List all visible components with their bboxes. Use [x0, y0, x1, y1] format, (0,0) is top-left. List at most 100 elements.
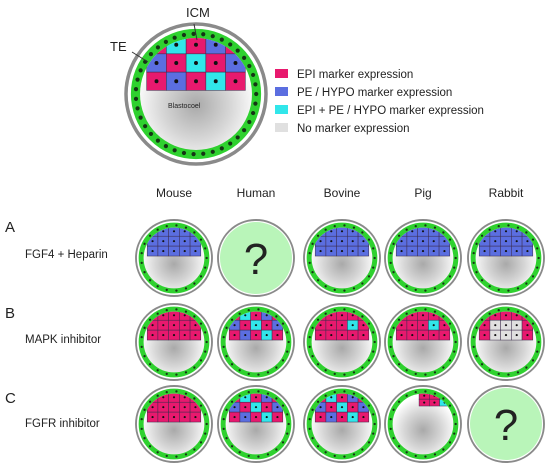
te-nucleus: [361, 231, 364, 234]
te-nucleus: [143, 124, 148, 129]
te-nucleus: [316, 445, 320, 448]
te-nucleus: [135, 77, 140, 82]
te-nucleus: [324, 394, 327, 397]
te-nucleus: [165, 454, 168, 458]
te-nucleus: [448, 441, 452, 444]
icm-nucleus: [421, 250, 425, 253]
species-headers: Mouse Human Bovine Pig Rabbit: [156, 186, 524, 200]
row-letter-a: A: [5, 219, 15, 236]
icm-nucleus: [194, 334, 197, 337]
te-nucleus: [333, 390, 336, 394]
te-nucleus: [165, 390, 168, 394]
te-nucleus: [172, 35, 177, 40]
icm-nucleus: [276, 324, 279, 327]
icm-nucleus: [213, 79, 218, 84]
column-header-rabbit: Rabbit: [489, 186, 524, 200]
icm-nucleus: [265, 334, 268, 337]
icm-nucleus: [194, 42, 198, 47]
te-nucleus: [507, 224, 510, 227]
te-nucleus: [442, 366, 445, 369]
te-nucleus: [156, 369, 159, 372]
te-nucleus: [219, 146, 224, 151]
te-nucleus: [133, 96, 139, 101]
te-nucleus: [266, 453, 270, 456]
icm-nucleus: [330, 396, 333, 399]
icm-nucleus: [162, 314, 165, 317]
icm-nucleus: [526, 240, 529, 243]
icm-nucleus: [154, 61, 159, 65]
te-nucleus: [373, 256, 376, 260]
icm-nucleus: [276, 334, 279, 337]
te-nucleus: [308, 427, 311, 431]
icm-nucleus: [515, 324, 518, 327]
embryo-c-mouse: [135, 385, 213, 463]
te-nucleus: [507, 373, 510, 376]
te-nucleus: [275, 366, 278, 369]
te-nucleus: [453, 247, 456, 250]
icm-nucleus: [443, 334, 446, 337]
te-nucleus: [372, 350, 375, 353]
icm-nucleus: [504, 334, 508, 337]
icm-nucleus: [172, 240, 176, 243]
te-nucleus: [257, 308, 260, 311]
te-nucleus: [389, 427, 392, 431]
te-nucleus: [238, 451, 241, 454]
icm-nucleus: [244, 324, 247, 327]
unknown-fill: [470, 388, 542, 460]
icm-label: ICM: [186, 5, 210, 20]
icm-nucleus: [423, 401, 426, 404]
legend-label-pe-hypo: PE / HYPO marker expression: [297, 87, 452, 99]
icm-nucleus: [515, 230, 518, 233]
embryo-b-human: [217, 303, 295, 381]
te-nucleus: [372, 413, 375, 416]
te-nucleus: [311, 408, 314, 411]
te-nucleus: [287, 340, 290, 344]
icm-nucleus: [174, 61, 179, 65]
te-nucleus: [433, 371, 437, 374]
te-nucleus: [389, 335, 392, 339]
icm-nucleus: [494, 250, 497, 253]
te-nucleus: [536, 331, 539, 334]
icm-nucleus: [194, 406, 197, 409]
icm-nucleus: [421, 324, 425, 327]
icm-nucleus: [330, 406, 333, 409]
icm-nucleus: [400, 250, 403, 253]
te-nucleus: [148, 400, 152, 403]
te-nucleus: [222, 345, 225, 349]
icm-nucleus: [183, 240, 186, 243]
te-nucleus: [165, 372, 168, 376]
icm-nucleus: [151, 416, 154, 419]
te-nucleus: [205, 422, 208, 426]
te-nucleus: [193, 282, 196, 285]
icm-nucleus: [172, 396, 176, 399]
embryo-a-mouse: [135, 219, 213, 297]
te-nucleus: [247, 372, 250, 376]
icm-nucleus: [162, 324, 165, 327]
te-nucleus: [424, 455, 427, 458]
te-nucleus: [488, 228, 491, 231]
te-nucleus: [442, 315, 445, 318]
icm-nucleus: [233, 406, 236, 409]
embryo-a-rabbit: [467, 219, 545, 297]
te-nucleus: [405, 228, 408, 231]
icm-nucleus: [244, 314, 247, 317]
te-nucleus: [175, 455, 178, 458]
icm-nucleus: [362, 250, 365, 253]
te-nucleus: [448, 238, 452, 241]
te-nucleus: [405, 451, 408, 454]
icm-nucleus: [432, 240, 435, 243]
icm-nucleus: [494, 334, 497, 337]
te-nucleus: [516, 287, 520, 290]
te-nucleus: [251, 110, 256, 116]
icm-nucleus: [330, 240, 333, 243]
embryo-b-mouse: [135, 303, 213, 381]
te-nucleus: [242, 55, 247, 60]
icm-nucleus: [340, 416, 344, 419]
te-nucleus: [257, 390, 260, 393]
icm-nucleus: [194, 324, 197, 327]
legend-swatch-none: [275, 123, 288, 132]
te-nucleus: [156, 451, 159, 454]
icm-nucleus: [330, 250, 333, 253]
te-nucleus: [525, 315, 528, 318]
te-nucleus: [433, 226, 437, 229]
